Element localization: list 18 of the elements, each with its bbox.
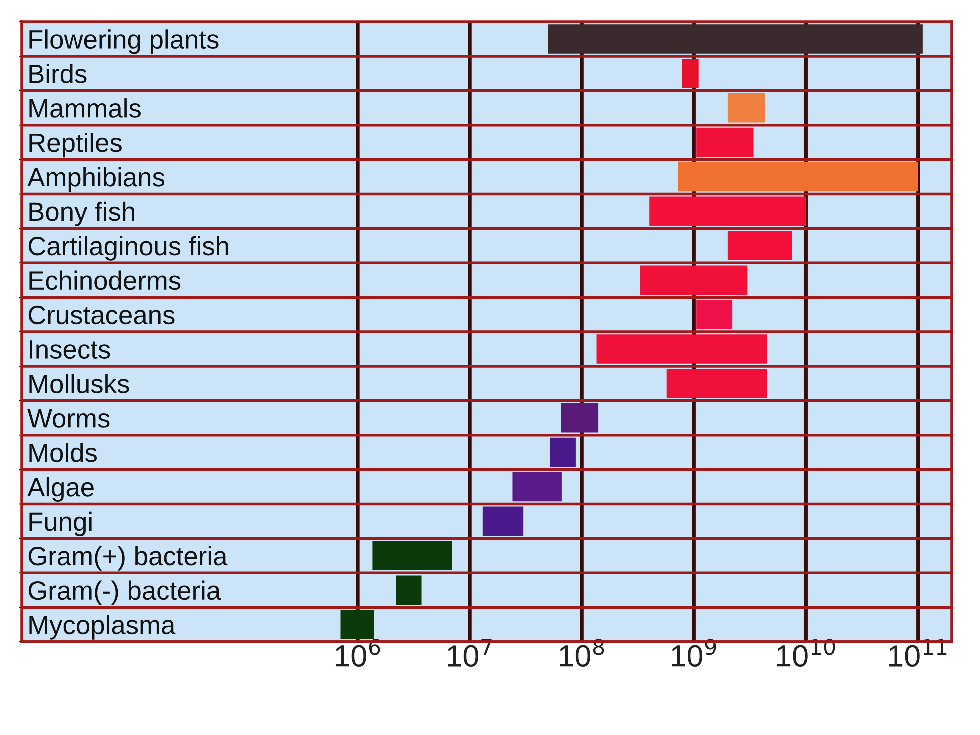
y-tick-label: Birds <box>30 64 87 84</box>
y-tick-label: Mollusks <box>30 374 130 394</box>
y-tick-label: Echinoderms <box>30 270 181 290</box>
y-tick-label: Crustaceans <box>28 306 175 325</box>
y-tick-label: Insects <box>30 340 110 360</box>
y-tick-label: Cartilaginous fish <box>28 236 228 261</box>
y-tick-label: Flowering plants <box>30 30 219 54</box>
y-tick-label: Gram(+) bacteria <box>28 546 228 571</box>
y-tick-label: Gram(-) bacteria <box>28 580 222 606</box>
y-tick-label: Bony fish <box>30 202 134 226</box>
y-tick-label: Mammals <box>30 98 141 118</box>
y-tick-label: Algae <box>28 477 94 502</box>
y-tick-label: Fungi <box>30 512 92 536</box>
y-tick-label: Reptiles <box>30 132 122 158</box>
y-tick-label: Amphibians <box>28 167 164 192</box>
y-tick-label: Mycoplasma <box>30 615 176 640</box>
y-tick-label: Molds <box>30 442 97 462</box>
y-tick-label: Worms <box>28 410 110 428</box>
